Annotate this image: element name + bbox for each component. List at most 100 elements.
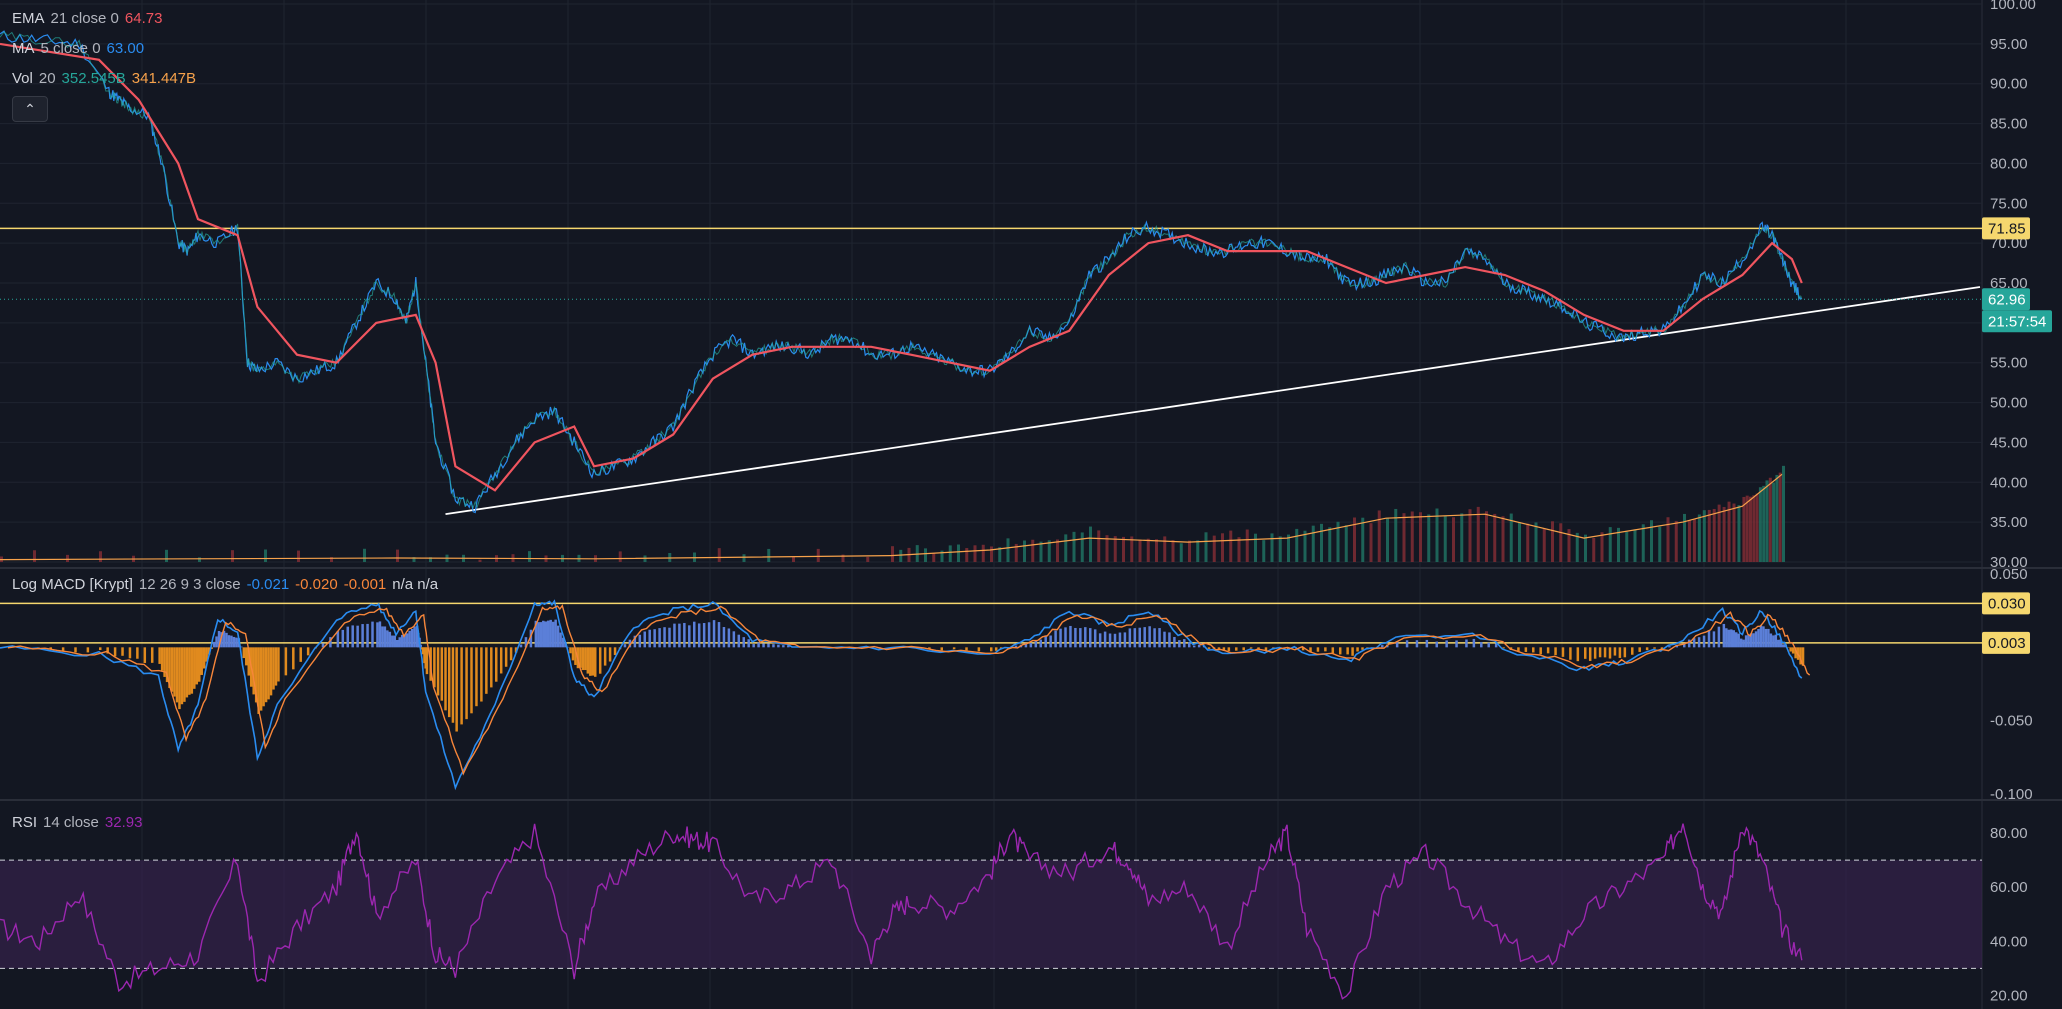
ma-legend[interactable]: MA 5 close 0 63.00 [12, 40, 150, 57]
macd-histogram-bar [485, 647, 488, 694]
volume-bar [1722, 506, 1726, 562]
macd-histogram-bar [1316, 647, 1320, 652]
macd-histogram-bar [1351, 647, 1354, 656]
macd-level-tag-text: 0.030 [1988, 595, 2026, 612]
macd-histogram-bar [1173, 636, 1176, 648]
volume-bar [841, 554, 845, 562]
ma-series [0, 31, 1803, 509]
macd-histogram-bar [722, 627, 726, 648]
volume-bar [948, 545, 952, 562]
macd-histogram-bar [668, 627, 671, 648]
macd-histogram-bar [594, 647, 597, 677]
volume-bar [1188, 540, 1191, 562]
macd-histogram-bar [556, 625, 560, 648]
macd-histogram-bar [1381, 645, 1384, 648]
volume-bar [1369, 523, 1373, 562]
volume-bar [264, 549, 267, 562]
macd-histogram-bar [272, 647, 275, 690]
macd-na: n/a n/a [392, 576, 439, 593]
countdown-tag-bg [1982, 310, 2052, 333]
volume-bar [932, 553, 936, 562]
price-series [0, 30, 1802, 514]
macd-histogram-bar [1455, 640, 1458, 648]
macd-histogram-bar [247, 647, 250, 676]
volume-bar [1353, 517, 1356, 562]
macd-histogram-bar [693, 621, 696, 648]
volume-bar [1702, 510, 1706, 562]
volume-bar [1089, 526, 1092, 562]
volume-bar [1262, 540, 1266, 562]
macd-histogram-bar [752, 644, 755, 648]
volume-bar [1031, 539, 1035, 562]
last-price-tag-bg [1982, 288, 2030, 311]
macd-histogram-bar [1128, 628, 1132, 648]
volume-bar [1666, 517, 1670, 562]
macd-histogram-bar [537, 622, 540, 648]
ema-value: 64.73 [124, 10, 163, 27]
macd-histogram-bar [225, 632, 228, 648]
volume-bar [1674, 520, 1678, 562]
macd-histogram-bar [1148, 626, 1151, 648]
macd-histogram-bar [757, 642, 760, 648]
macd-histogram-bar [1722, 623, 1726, 648]
volume-bar [1476, 506, 1480, 562]
chevron-up-icon[interactable]: ⌃ [12, 96, 48, 122]
volume-bar [891, 546, 894, 562]
macd-level-tag: 0.030 [1982, 592, 2030, 615]
macd-histogram-bar [1301, 647, 1305, 651]
rsi-pane[interactable] [0, 823, 1982, 1000]
volume-bar [1336, 521, 1340, 562]
macd-histogram-bar [1732, 630, 1735, 648]
macd-histogram-bar [994, 647, 998, 651]
macd-histogram-bar [569, 647, 572, 654]
macd-histogram-bar [240, 646, 243, 648]
macd-legend[interactable]: Log MACD [Krypt] 12 26 9 3 close -0.021 -0.… [12, 576, 444, 593]
macd-histogram-bar [1588, 647, 1592, 661]
macd-histogram-bar [1791, 647, 1795, 654]
volume-bar [1386, 517, 1389, 562]
ema-legend[interactable]: EMA 21 close 0 64.73 [12, 10, 168, 27]
volume-bar [1155, 539, 1158, 562]
volume-bar [1295, 528, 1299, 562]
macd-histogram-bar [1480, 642, 1483, 648]
macd-histogram-bar [1059, 628, 1062, 648]
macd-histogram-bar [1143, 627, 1146, 648]
volume-bar [1245, 529, 1249, 562]
volume-bar [1501, 516, 1505, 562]
macd-histogram-bar [1084, 627, 1087, 648]
volume-bar [1625, 531, 1629, 562]
price-pane[interactable] [0, 30, 1982, 562]
macd-histogram-bar [1227, 647, 1231, 652]
macd-histogram-bar [1014, 645, 1018, 648]
macd-histogram-bar [150, 647, 154, 663]
macd-histogram-bar [257, 647, 260, 714]
volume-bar [792, 556, 795, 562]
rsi-legend[interactable]: RSI 14 close 32.93 [12, 814, 148, 831]
macd-histogram-bar [1794, 647, 1797, 659]
macd-histogram-bar [1742, 639, 1745, 648]
macd-histogram-bar [264, 647, 268, 703]
volume-bar [1138, 539, 1142, 562]
price-axis[interactable]: 100.0095.0090.0085.0080.0075.0070.0065.0… [1982, 0, 2052, 1004]
macd-histogram-bar [1734, 632, 1738, 648]
volume-bar [965, 548, 969, 562]
macd-histogram-bar [212, 641, 216, 648]
macd-histogram-bar [1660, 647, 1664, 650]
macd-histogram-bar [410, 628, 414, 648]
volume-bar [1394, 508, 1398, 562]
vol-legend[interactable]: Vol 20 352.545B 341.447B [12, 70, 202, 87]
volume-bar [1717, 504, 1721, 562]
macd-histogram-bar [160, 647, 164, 671]
macd-histogram-bar [1517, 647, 1520, 652]
macd-histogram-bar [1153, 628, 1156, 648]
macd-histogram-bar [977, 647, 981, 652]
macd-histogram-bar [1623, 647, 1627, 658]
volume-bar [717, 548, 721, 562]
macd-histogram-bar [284, 647, 288, 676]
macd-histogram-bar [121, 647, 124, 656]
macd-pane[interactable] [0, 599, 1982, 791]
macd-histogram-bar [346, 626, 349, 648]
volume-bar [1072, 531, 1076, 562]
